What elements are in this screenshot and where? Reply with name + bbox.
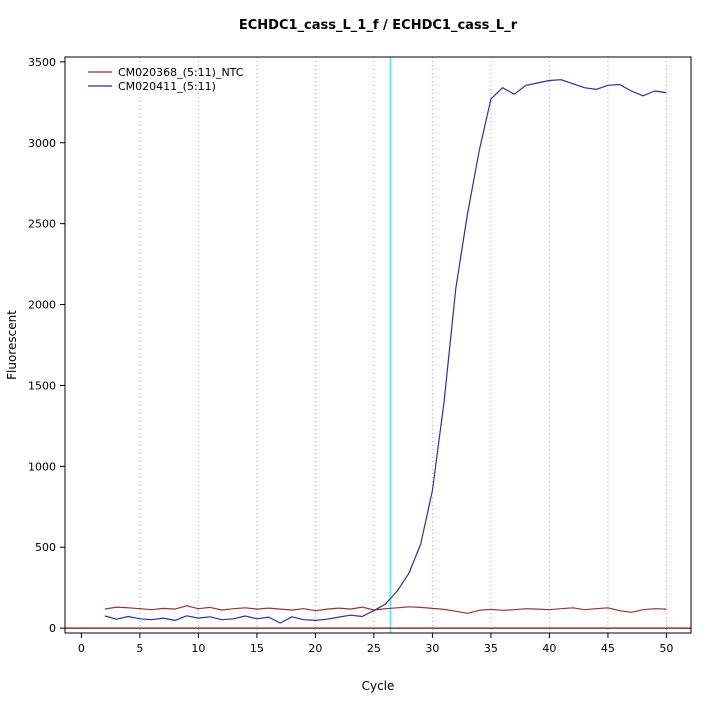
x-tick-label: 5: [136, 642, 143, 655]
y-tick-label: 3000: [28, 137, 56, 150]
x-tick-label: 10: [191, 642, 205, 655]
y-axis-label: Fluorescent: [5, 310, 19, 380]
x-tick-label: 40: [542, 642, 556, 655]
y-tick-label: 3500: [28, 56, 56, 69]
y-tick-label: 1500: [28, 379, 56, 392]
axis-ticks: 0 5 10 15 20 25 30 35 40 45 5005001000150020002500…: [28, 56, 673, 655]
legend-label: CM020368_(5:11)_NTC: [118, 66, 244, 79]
series-lines: [104, 79, 667, 624]
x-tick-label: 45: [601, 642, 615, 655]
plot-border: [64, 56, 692, 634]
x-tick-label: 20: [308, 642, 322, 655]
x-tick-label: 0: [78, 642, 85, 655]
reference-lines: [65, 57, 691, 633]
x-tick-label: 35: [484, 642, 498, 655]
x-tick-label: 15: [250, 642, 264, 655]
y-tick-label: 2500: [28, 218, 56, 231]
y-tick-label: 500: [35, 541, 56, 554]
y-tick-label: 1000: [28, 460, 56, 473]
legend-label: CM020411_(5:11): [118, 80, 216, 93]
series-line: [104, 79, 667, 624]
x-tick-label: 50: [659, 642, 673, 655]
chart-title: ECHDC1_cass_L_1_f / ECHDC1_cass_L_r: [239, 18, 518, 33]
x-tick-label: 30: [425, 642, 439, 655]
x-axis-label: Cycle: [362, 679, 395, 693]
x-tick-label: 25: [367, 642, 381, 655]
gridlines: [139, 57, 667, 633]
y-tick-label: 2000: [28, 299, 56, 312]
y-tick-label: 0: [49, 622, 56, 635]
series-line: [104, 605, 667, 614]
